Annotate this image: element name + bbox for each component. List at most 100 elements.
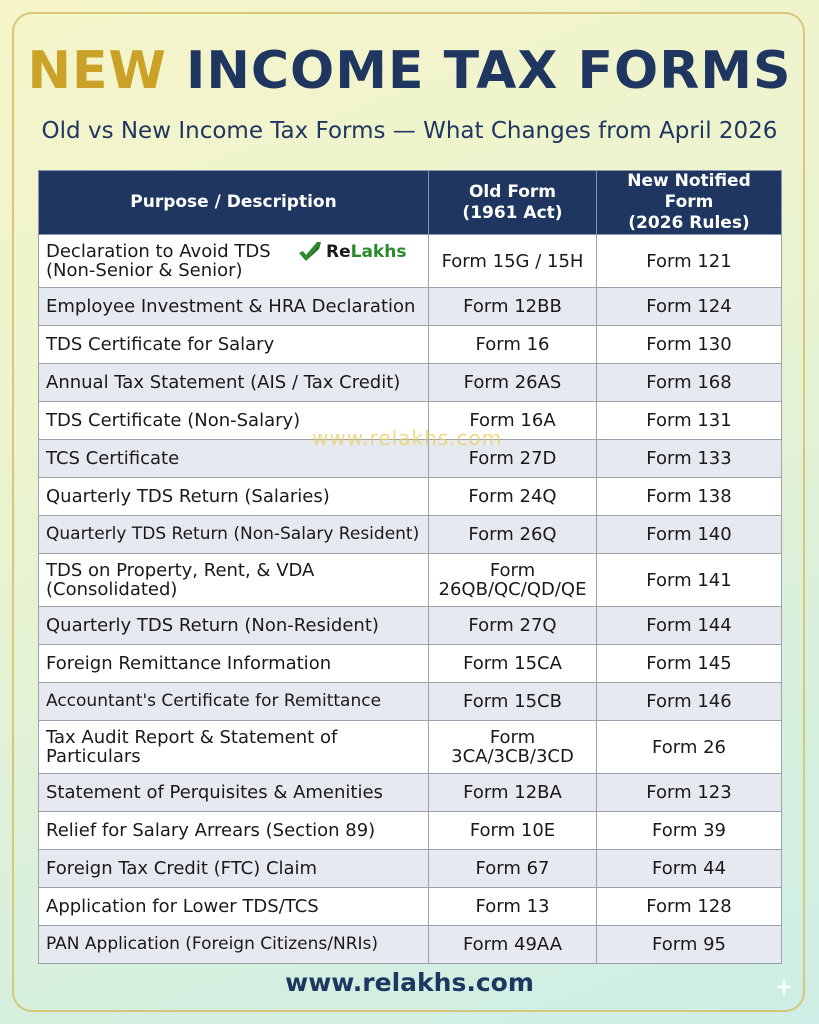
new-form-cell: Form 39: [596, 811, 782, 850]
new-form-cell: Form 145: [596, 644, 782, 683]
old-line1: Form: [489, 727, 536, 748]
header-new-form: New Notified Form (2026 Rules): [596, 170, 782, 235]
old-form-cell: Form 15G / 15H: [428, 234, 597, 288]
new-form-cell: Form 133: [596, 439, 782, 478]
new-form-cell: Form 168: [596, 363, 782, 402]
purpose-cell: Relief for Salary Arrears (Section 89): [38, 811, 429, 850]
new-form-cell: Form 44: [596, 849, 782, 888]
purpose-cell: Quarterly TDS Return (Non-Salary Residen…: [38, 515, 429, 554]
page-title: NEW INCOME TAX FORMS: [0, 38, 819, 104]
header-old-line2: (1961 Act): [462, 202, 563, 223]
sparkle-icon: [775, 978, 793, 996]
purpose-cell: Statement of Perquisites & Amenities: [38, 773, 429, 812]
new-form-cell: Form 140: [596, 515, 782, 554]
purpose-cell: TDS Certificate (Non-Salary): [38, 401, 429, 440]
old-form-cell: Form 16A: [428, 401, 597, 440]
purpose-cell: Employee Investment & HRA Declaration: [38, 287, 429, 326]
old-line1: Form: [489, 560, 536, 581]
table-row: TDS on Property, Rent, & VDA (Consolidate…: [38, 553, 782, 607]
purpose-cell: TDS on Property, Rent, & VDA (Consolidate…: [38, 553, 429, 607]
page-border: [12, 12, 805, 1012]
purpose-line2: Particulars: [46, 746, 141, 767]
purpose-line1: Declaration to Avoid TDS: [46, 241, 271, 262]
header-old-form: Old Form (1961 Act): [428, 170, 597, 235]
old-form-cell: Form 27Q: [428, 606, 597, 645]
old-form-cell: Form 12BA: [428, 773, 597, 812]
old-form-cell: Form 26Q: [428, 515, 597, 554]
table-row: TDS Certificate (Non-Salary) Form 16A Fo…: [38, 401, 782, 440]
new-form-cell: Form 128: [596, 887, 782, 926]
new-form-cell: Form 144: [596, 606, 782, 645]
forms-table: Purpose / Description Old Form (1961 Act)…: [38, 170, 782, 964]
purpose-line2: (Non-Senior & Senior): [46, 260, 243, 281]
purpose-cell: PAN Application (Foreign Citizens/NRIs): [38, 925, 429, 964]
table-row: Tax Audit Report & Statement of Particula…: [38, 720, 782, 774]
new-form-cell: Form 146: [596, 682, 782, 721]
table-row: PAN Application (Foreign Citizens/NRIs) …: [38, 925, 782, 964]
table-row: TDS Certificate for Salary Form 16 Form …: [38, 325, 782, 364]
new-form-cell: Form 95: [596, 925, 782, 964]
table-row: Accountant's Certificate for Remittance …: [38, 682, 782, 721]
watermark: www.relakhs.com: [312, 426, 503, 450]
purpose-cell: TCS Certificate: [38, 439, 429, 478]
new-form-cell: Form 130: [596, 325, 782, 364]
old-form-cell: Form 15CA: [428, 644, 597, 683]
new-form-cell: Form 123: [596, 773, 782, 812]
table-row: Statement of Perquisites & Amenities For…: [38, 773, 782, 812]
table-row: Quarterly TDS Return (Non-Resident) Form…: [38, 606, 782, 645]
table-row: Quarterly TDS Return (Salaries) Form 24Q…: [38, 477, 782, 516]
old-form-cell: Form 15CB: [428, 682, 597, 721]
purpose-cell: Tax Audit Report & Statement of Particula…: [38, 720, 429, 774]
table-row: Quarterly TDS Return (Non-Salary Residen…: [38, 515, 782, 554]
table-row: Declaration to Avoid TDS (Non-Senior & Se…: [38, 234, 782, 288]
purpose-cell: Quarterly TDS Return (Non-Resident): [38, 606, 429, 645]
title-main: INCOME TAX FORMS: [186, 41, 792, 101]
checkmark-leaf-icon: [299, 242, 321, 261]
logo-text-lakhs: Lakhs: [350, 242, 407, 262]
header-old-line1: Old Form: [468, 181, 557, 202]
table-header-row: Purpose / Description Old Form (1961 Act)…: [38, 170, 782, 235]
old-form-cell: Form 27D: [428, 439, 597, 478]
purpose-cell: Accountant's Certificate for Remittance: [38, 682, 429, 721]
table-row: Foreign Remittance Information Form 15CA…: [38, 644, 782, 683]
footer-url[interactable]: www.relakhs.com: [285, 968, 534, 997]
purpose-cell: Foreign Remittance Information: [38, 644, 429, 683]
purpose-line1: TDS on Property, Rent, & VDA: [46, 560, 315, 581]
new-form-cell: Form 124: [596, 287, 782, 326]
table-row: Annual Tax Statement (AIS / Tax Credit) …: [38, 363, 782, 402]
old-form-cell: Form 3CA/3CB/3CD: [428, 720, 597, 774]
header-new-line1: New Notified Form: [627, 171, 751, 212]
purpose-line1: Tax Audit Report & Statement of: [46, 727, 338, 748]
new-form-cell: Form 131: [596, 401, 782, 440]
header-new-line2: (2026 Rules): [628, 213, 750, 233]
new-form-cell: Form 141: [596, 553, 782, 607]
purpose-cell: Foreign Tax Credit (FTC) Claim: [38, 849, 429, 888]
old-form-cell: Form 12BB: [428, 287, 597, 326]
old-form-cell: Form 13: [428, 887, 597, 926]
old-form-cell: Form 26AS: [428, 363, 597, 402]
logo-text: ReLakhs: [326, 242, 406, 262]
old-form-cell: Form 49AA: [428, 925, 597, 964]
old-form-cell: Form 24Q: [428, 477, 597, 516]
new-form-cell: Form 121: [596, 234, 782, 288]
old-line2: 26QB/QC/QD/QE: [438, 579, 587, 600]
table-row: Foreign Tax Credit (FTC) Claim Form 67 F…: [38, 849, 782, 888]
page-subtitle: Old vs New Income Tax Forms — What Chang…: [41, 118, 778, 144]
purpose-cell: Application for Lower TDS/TCS: [38, 887, 429, 926]
table-row: TCS Certificate Form 27D Form 133: [38, 439, 782, 478]
relakhs-logo: ReLakhs: [297, 237, 406, 267]
new-form-cell: Form 138: [596, 477, 782, 516]
purpose-cell: Annual Tax Statement (AIS / Tax Credit): [38, 363, 429, 402]
purpose-cell: Quarterly TDS Return (Salaries): [38, 477, 429, 516]
new-form-cell: Form 26: [596, 720, 782, 774]
purpose-line2: (Consolidated): [46, 579, 178, 600]
old-form-cell: Form 67: [428, 849, 597, 888]
table-row: Application for Lower TDS/TCS Form 13 Fo…: [38, 887, 782, 926]
logo-text-re: Re: [326, 242, 351, 262]
purpose-cell: TDS Certificate for Salary: [38, 325, 429, 364]
header-purpose: Purpose / Description: [38, 170, 429, 235]
table-row: Relief for Salary Arrears (Section 89) F…: [38, 811, 782, 850]
table-row: Employee Investment & HRA Declaration Fo…: [38, 287, 782, 326]
title-highlight: NEW: [27, 41, 167, 101]
old-line2: 3CA/3CB/3CD: [451, 746, 574, 767]
